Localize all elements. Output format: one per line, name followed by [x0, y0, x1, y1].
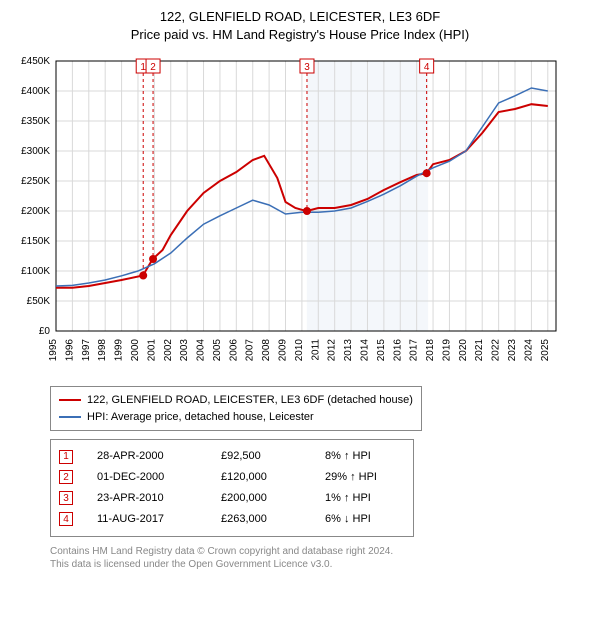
svg-text:2009: 2009 — [278, 339, 289, 362]
event-row: 2 01-DEC-2000 £120,000 29% ↑ HPI — [59, 467, 405, 488]
price-chart-svg: £0 £50K £100K £150K £200K £250K £300K £350K £400… — [10, 51, 570, 371]
svg-text:£0: £0 — [39, 326, 51, 337]
svg-text:£300K: £300K — [21, 146, 50, 157]
svg-text:1999: 1999 — [114, 339, 125, 362]
footer: Contains HM Land Registry data © Crown c… — [50, 545, 590, 572]
svg-text:£100K: £100K — [21, 266, 50, 277]
svg-text:£200K: £200K — [21, 206, 50, 217]
title-line-2: Price paid vs. HM Land Registry's House … — [10, 26, 590, 44]
event-marker-icon: 2 — [59, 470, 73, 484]
event-date: 11-AUG-2017 — [97, 509, 197, 530]
legend: 122, GLENFIELD ROAD, LEICESTER, LE3 6DF … — [50, 386, 422, 431]
svg-text:£450K: £450K — [21, 56, 50, 67]
legend-label: 122, GLENFIELD ROAD, LEICESTER, LE3 6DF … — [87, 392, 413, 409]
svg-text:2000: 2000 — [130, 339, 141, 362]
event-diff: 6% ↓ HPI — [325, 509, 405, 530]
svg-text:2020: 2020 — [458, 339, 469, 362]
event-price: £92,500 — [221, 446, 301, 467]
svg-text:£350K: £350K — [21, 116, 50, 127]
event-price: £120,000 — [221, 467, 301, 488]
chart-container: 122, GLENFIELD ROAD, LEICESTER, LE3 6DF … — [0, 0, 600, 582]
svg-text:3: 3 — [304, 62, 310, 73]
legend-row: HPI: Average price, detached house, Leic… — [59, 409, 413, 426]
event-marker-icon: 1 — [59, 450, 73, 464]
svg-text:2017: 2017 — [409, 339, 420, 362]
event-marker-icon: 3 — [59, 491, 73, 505]
svg-text:4: 4 — [424, 62, 430, 73]
legend-swatch-hpi — [59, 416, 81, 418]
svg-text:2: 2 — [150, 62, 156, 73]
svg-text:2013: 2013 — [343, 339, 354, 362]
svg-text:2018: 2018 — [425, 339, 436, 362]
svg-text:2016: 2016 — [392, 339, 403, 362]
svg-text:2006: 2006 — [228, 339, 239, 362]
svg-text:2011: 2011 — [310, 339, 321, 361]
svg-text:1998: 1998 — [97, 339, 108, 362]
event-price: £200,000 — [221, 488, 301, 509]
svg-text:2002: 2002 — [163, 339, 174, 362]
legend-label: HPI: Average price, detached house, Leic… — [87, 409, 314, 426]
title-line-1: 122, GLENFIELD ROAD, LEICESTER, LE3 6DF — [10, 8, 590, 26]
event-diff: 1% ↑ HPI — [325, 488, 405, 509]
svg-text:2021: 2021 — [474, 339, 485, 362]
svg-text:2010: 2010 — [294, 339, 305, 362]
event-diff: 29% ↑ HPI — [325, 467, 405, 488]
svg-text:2024: 2024 — [523, 339, 534, 362]
legend-row: 122, GLENFIELD ROAD, LEICESTER, LE3 6DF … — [59, 392, 413, 409]
svg-text:1: 1 — [140, 62, 146, 73]
svg-text:2015: 2015 — [376, 339, 387, 362]
footer-line: Contains HM Land Registry data © Crown c… — [50, 545, 590, 559]
svg-text:2003: 2003 — [179, 339, 190, 362]
svg-text:2025: 2025 — [540, 339, 551, 362]
svg-text:2007: 2007 — [245, 339, 256, 362]
svg-text:£150K: £150K — [21, 236, 50, 247]
chart-area: £0 £50K £100K £150K £200K £250K £300K £350K £400… — [10, 51, 590, 376]
event-date: 01-DEC-2000 — [97, 467, 197, 488]
event-marker-icon: 4 — [59, 512, 73, 526]
svg-text:2008: 2008 — [261, 339, 272, 362]
event-row: 3 23-APR-2010 £200,000 1% ↑ HPI — [59, 488, 405, 509]
svg-text:£250K: £250K — [21, 176, 50, 187]
footer-line: This data is licensed under the Open Gov… — [50, 558, 590, 572]
event-date: 28-APR-2000 — [97, 446, 197, 467]
event-row: 1 28-APR-2000 £92,500 8% ↑ HPI — [59, 446, 405, 467]
svg-text:2005: 2005 — [212, 339, 223, 362]
event-date: 23-APR-2010 — [97, 488, 197, 509]
svg-text:2012: 2012 — [327, 339, 338, 362]
svg-text:2001: 2001 — [146, 339, 157, 362]
svg-text:2014: 2014 — [359, 339, 370, 362]
svg-text:2023: 2023 — [507, 339, 518, 362]
event-diff: 8% ↑ HPI — [325, 446, 405, 467]
svg-text:1997: 1997 — [81, 339, 92, 362]
svg-text:2022: 2022 — [491, 339, 502, 362]
svg-text:2004: 2004 — [196, 339, 207, 362]
svg-text:£50K: £50K — [27, 296, 51, 307]
svg-text:£400K: £400K — [21, 86, 50, 97]
events-table: 1 28-APR-2000 £92,500 8% ↑ HPI 2 01-DEC-2000 £… — [50, 439, 414, 537]
event-row: 4 11-AUG-2017 £263,000 6% ↓ HPI — [59, 509, 405, 530]
svg-text:1995: 1995 — [48, 339, 59, 362]
legend-swatch-property — [59, 399, 81, 401]
svg-text:1996: 1996 — [64, 339, 75, 362]
event-price: £263,000 — [221, 509, 301, 530]
svg-text:2019: 2019 — [441, 339, 452, 362]
